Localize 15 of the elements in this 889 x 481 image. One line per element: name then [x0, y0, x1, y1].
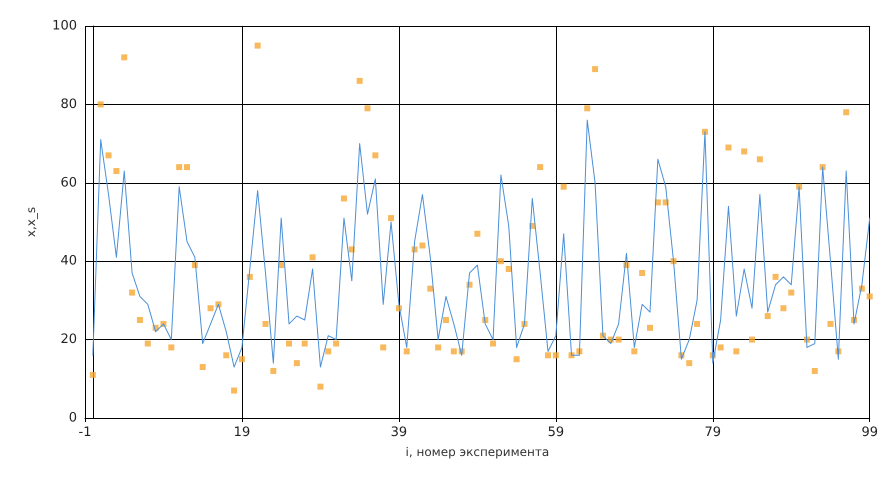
y-tick-label: 20	[60, 332, 77, 348]
x-axis-title: i, номер эксперимента	[406, 445, 550, 459]
x-tick-label: 59	[548, 425, 564, 440]
x-tick-label: 99	[861, 425, 878, 440]
y-tick-label: 40	[60, 254, 77, 269]
x-tick-label: 79	[704, 425, 722, 440]
line-series	[92, 120, 870, 368]
x-tick-label: 19	[234, 425, 250, 440]
y-tick-label: 0	[68, 410, 77, 426]
y-tick-label: 100	[52, 18, 77, 34]
y-tick-label: 60	[60, 175, 77, 190]
y-axis-title: x,x_s	[24, 206, 38, 238]
x-tick-label: -1	[78, 425, 92, 440]
y-tick-label: 80	[60, 96, 77, 112]
x-tick-label: 39	[390, 425, 408, 440]
